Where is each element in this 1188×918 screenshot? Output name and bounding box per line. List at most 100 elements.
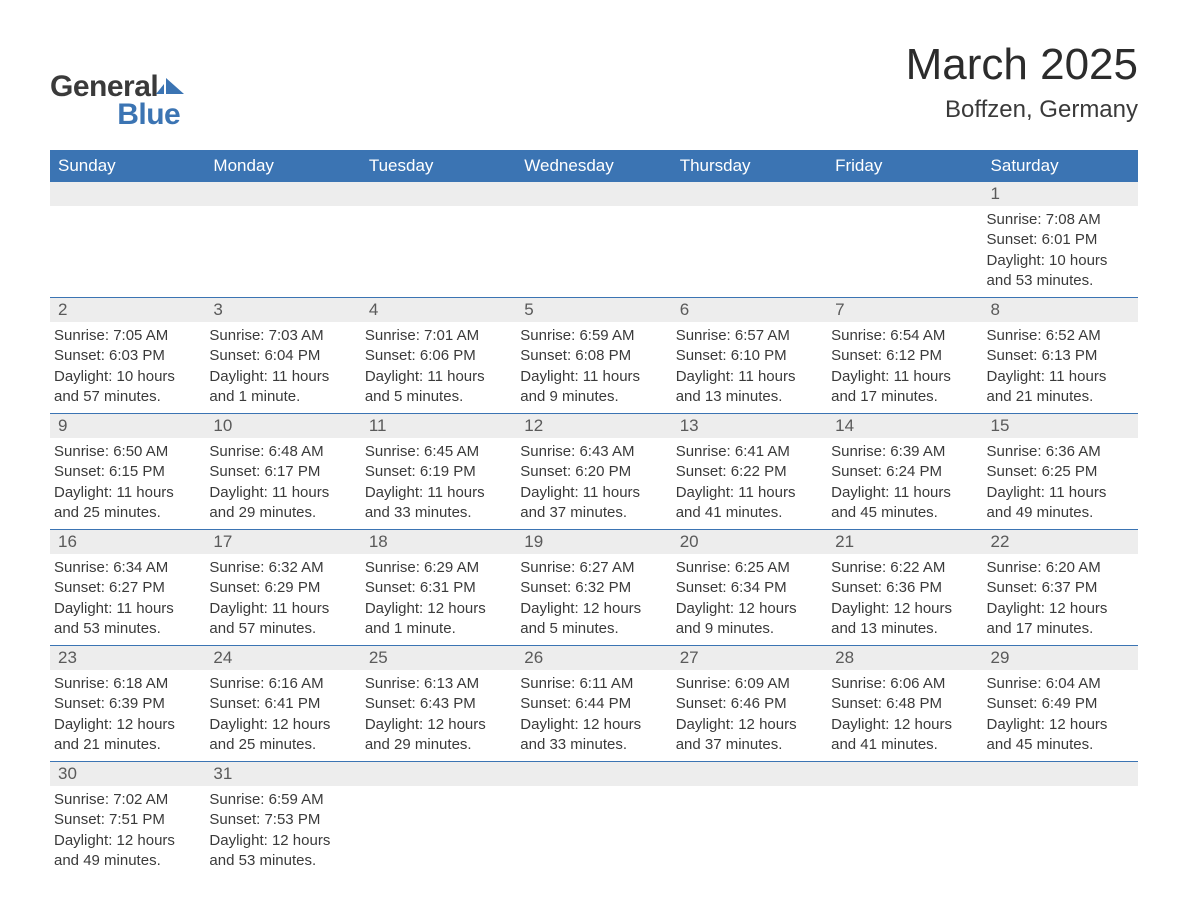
day-body: Sunrise: 6:13 AMSunset: 6:43 PMDaylight:… — [361, 670, 516, 757]
day-number: 5 — [516, 298, 671, 322]
day-body: Sunrise: 6:25 AMSunset: 6:34 PMDaylight:… — [672, 554, 827, 641]
day-cell-empty — [827, 182, 982, 297]
day-body: Sunrise: 6:06 AMSunset: 6:48 PMDaylight:… — [827, 670, 982, 757]
day-cell: 25Sunrise: 6:13 AMSunset: 6:43 PMDayligh… — [361, 646, 516, 761]
weekday-header: Thursday — [672, 150, 827, 182]
day-body: Sunrise: 6:11 AMSunset: 6:44 PMDaylight:… — [516, 670, 671, 757]
logo: General Blue — [50, 70, 186, 132]
day-body — [672, 206, 827, 212]
sunset-text: Sunset: 6:03 PM — [54, 346, 201, 366]
daylight-text: Daylight: 12 hours and 5 minutes. — [520, 599, 667, 640]
sunset-text: Sunset: 6:24 PM — [831, 462, 978, 482]
sunrise-text: Sunrise: 6:52 AM — [987, 326, 1134, 346]
weekday-header: Friday — [827, 150, 982, 182]
sunset-text: Sunset: 6:41 PM — [209, 694, 356, 714]
sunset-text: Sunset: 6:29 PM — [209, 578, 356, 598]
sunrise-text: Sunrise: 6:13 AM — [365, 674, 512, 694]
week-row: 2Sunrise: 7:05 AMSunset: 6:03 PMDaylight… — [50, 298, 1138, 414]
day-cell-empty — [516, 762, 671, 877]
daylight-text: Daylight: 11 hours and 1 minute. — [209, 367, 356, 408]
weekday-header-row: SundayMondayTuesdayWednesdayThursdayFrid… — [50, 150, 1138, 182]
sunset-text: Sunset: 6:10 PM — [676, 346, 823, 366]
day-body: Sunrise: 6:39 AMSunset: 6:24 PMDaylight:… — [827, 438, 982, 525]
day-number — [672, 762, 827, 786]
day-body — [516, 206, 671, 212]
day-number: 31 — [205, 762, 360, 786]
day-cell-empty — [672, 182, 827, 297]
day-cell: 26Sunrise: 6:11 AMSunset: 6:44 PMDayligh… — [516, 646, 671, 761]
day-number: 13 — [672, 414, 827, 438]
sunset-text: Sunset: 6:06 PM — [365, 346, 512, 366]
day-number: 20 — [672, 530, 827, 554]
sunrise-text: Sunrise: 7:03 AM — [209, 326, 356, 346]
day-cell: 15Sunrise: 6:36 AMSunset: 6:25 PMDayligh… — [983, 414, 1138, 529]
day-number — [50, 182, 205, 206]
daylight-text: Daylight: 11 hours and 57 minutes. — [209, 599, 356, 640]
day-cell: 3Sunrise: 7:03 AMSunset: 6:04 PMDaylight… — [205, 298, 360, 413]
day-body: Sunrise: 6:41 AMSunset: 6:22 PMDaylight:… — [672, 438, 827, 525]
day-body: Sunrise: 6:29 AMSunset: 6:31 PMDaylight:… — [361, 554, 516, 641]
weekday-header: Monday — [205, 150, 360, 182]
day-number — [672, 182, 827, 206]
day-body: Sunrise: 6:50 AMSunset: 6:15 PMDaylight:… — [50, 438, 205, 525]
sunset-text: Sunset: 6:34 PM — [676, 578, 823, 598]
day-body: Sunrise: 6:54 AMSunset: 6:12 PMDaylight:… — [827, 322, 982, 409]
sunset-text: Sunset: 6:17 PM — [209, 462, 356, 482]
day-body: Sunrise: 7:05 AMSunset: 6:03 PMDaylight:… — [50, 322, 205, 409]
sunset-text: Sunset: 6:27 PM — [54, 578, 201, 598]
sunset-text: Sunset: 6:04 PM — [209, 346, 356, 366]
sunrise-text: Sunrise: 7:08 AM — [987, 210, 1134, 230]
day-number: 8 — [983, 298, 1138, 322]
day-cell: 13Sunrise: 6:41 AMSunset: 6:22 PMDayligh… — [672, 414, 827, 529]
day-number: 25 — [361, 646, 516, 670]
sunset-text: Sunset: 6:15 PM — [54, 462, 201, 482]
sunset-text: Sunset: 6:13 PM — [987, 346, 1134, 366]
day-number: 7 — [827, 298, 982, 322]
sunset-text: Sunset: 7:51 PM — [54, 810, 201, 830]
day-number — [205, 182, 360, 206]
sunrise-text: Sunrise: 7:02 AM — [54, 790, 201, 810]
day-cell: 23Sunrise: 6:18 AMSunset: 6:39 PMDayligh… — [50, 646, 205, 761]
day-body — [361, 206, 516, 212]
day-body: Sunrise: 6:57 AMSunset: 6:10 PMDaylight:… — [672, 322, 827, 409]
day-body: Sunrise: 6:27 AMSunset: 6:32 PMDaylight:… — [516, 554, 671, 641]
day-cell: 5Sunrise: 6:59 AMSunset: 6:08 PMDaylight… — [516, 298, 671, 413]
daylight-text: Daylight: 12 hours and 45 minutes. — [987, 715, 1134, 756]
weekday-header: Wednesday — [516, 150, 671, 182]
day-number: 1 — [983, 182, 1138, 206]
day-body: Sunrise: 6:16 AMSunset: 6:41 PMDaylight:… — [205, 670, 360, 757]
sunrise-text: Sunrise: 6:06 AM — [831, 674, 978, 694]
day-number: 16 — [50, 530, 205, 554]
sunrise-text: Sunrise: 6:16 AM — [209, 674, 356, 694]
day-number: 21 — [827, 530, 982, 554]
sunset-text: Sunset: 7:53 PM — [209, 810, 356, 830]
daylight-text: Daylight: 12 hours and 53 minutes. — [209, 831, 356, 872]
day-body: Sunrise: 7:02 AMSunset: 7:51 PMDaylight:… — [50, 786, 205, 873]
day-cell: 16Sunrise: 6:34 AMSunset: 6:27 PMDayligh… — [50, 530, 205, 645]
day-number: 27 — [672, 646, 827, 670]
sunset-text: Sunset: 6:22 PM — [676, 462, 823, 482]
day-cell-empty — [361, 762, 516, 877]
sunrise-text: Sunrise: 6:11 AM — [520, 674, 667, 694]
sunset-text: Sunset: 6:25 PM — [987, 462, 1134, 482]
daylight-text: Daylight: 11 hours and 5 minutes. — [365, 367, 512, 408]
sunrise-text: Sunrise: 6:22 AM — [831, 558, 978, 578]
daylight-text: Daylight: 11 hours and 21 minutes. — [987, 367, 1134, 408]
day-body — [983, 786, 1138, 792]
daylight-text: Daylight: 11 hours and 25 minutes. — [54, 483, 201, 524]
sunset-text: Sunset: 6:36 PM — [831, 578, 978, 598]
day-body — [827, 786, 982, 792]
day-number: 9 — [50, 414, 205, 438]
page-header: General Blue March 2025 Boffzen, Germany — [50, 40, 1138, 132]
sunset-text: Sunset: 6:20 PM — [520, 462, 667, 482]
sunrise-text: Sunrise: 6:25 AM — [676, 558, 823, 578]
day-cell: 30Sunrise: 7:02 AMSunset: 7:51 PMDayligh… — [50, 762, 205, 877]
day-cell: 2Sunrise: 7:05 AMSunset: 6:03 PMDaylight… — [50, 298, 205, 413]
day-body: Sunrise: 6:48 AMSunset: 6:17 PMDaylight:… — [205, 438, 360, 525]
day-cell-empty — [827, 762, 982, 877]
sunrise-text: Sunrise: 6:50 AM — [54, 442, 201, 462]
day-number: 19 — [516, 530, 671, 554]
day-cell: 14Sunrise: 6:39 AMSunset: 6:24 PMDayligh… — [827, 414, 982, 529]
day-cell: 17Sunrise: 6:32 AMSunset: 6:29 PMDayligh… — [205, 530, 360, 645]
daylight-text: Daylight: 11 hours and 13 minutes. — [676, 367, 823, 408]
